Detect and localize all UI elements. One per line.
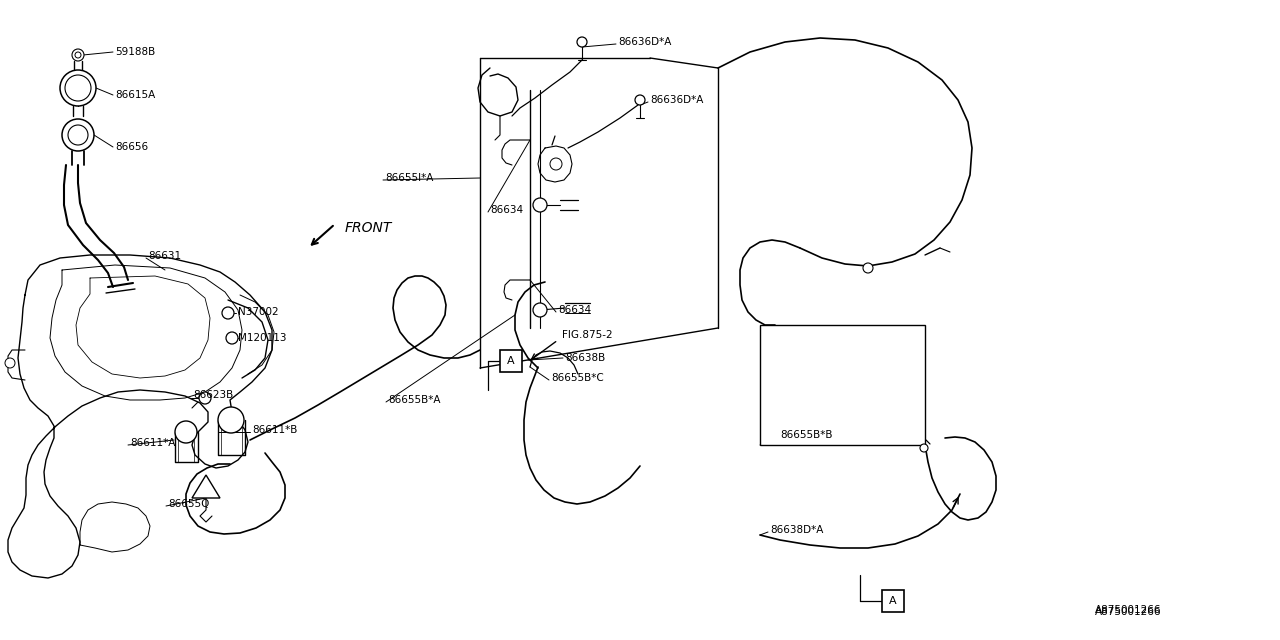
Circle shape	[65, 75, 91, 101]
Text: 86615A: 86615A	[115, 90, 155, 100]
Text: 86655B*C: 86655B*C	[550, 373, 604, 383]
Text: 86636D*A: 86636D*A	[650, 95, 704, 105]
Polygon shape	[192, 475, 220, 498]
Text: 86655B*A: 86655B*A	[388, 395, 440, 405]
Text: 86631: 86631	[148, 251, 182, 261]
Text: FIG.875-2: FIG.875-2	[562, 330, 613, 340]
Circle shape	[198, 392, 211, 404]
Circle shape	[227, 332, 238, 344]
Circle shape	[550, 158, 562, 170]
Text: 59188B: 59188B	[115, 47, 155, 57]
Bar	[500, 350, 522, 372]
Circle shape	[68, 125, 88, 145]
Text: 86638D*A: 86638D*A	[771, 525, 823, 535]
Text: N37002: N37002	[238, 307, 279, 317]
Circle shape	[60, 70, 96, 106]
Circle shape	[863, 263, 873, 273]
Text: 86655Q: 86655Q	[168, 499, 210, 509]
Text: FRONT: FRONT	[346, 221, 393, 235]
Circle shape	[635, 95, 645, 105]
Text: A: A	[890, 596, 897, 606]
Text: 86634: 86634	[490, 205, 524, 215]
Text: M120113: M120113	[238, 333, 287, 343]
Circle shape	[61, 119, 93, 151]
Circle shape	[532, 303, 547, 317]
Text: 86623B: 86623B	[193, 390, 233, 400]
Text: A: A	[507, 356, 515, 366]
Circle shape	[5, 358, 15, 368]
Circle shape	[221, 307, 234, 319]
Circle shape	[577, 37, 588, 47]
Circle shape	[920, 444, 928, 452]
Circle shape	[218, 407, 244, 433]
Circle shape	[72, 49, 84, 61]
Circle shape	[76, 52, 81, 58]
Circle shape	[532, 198, 547, 212]
Text: 86634: 86634	[558, 305, 591, 315]
Text: 86638B: 86638B	[564, 353, 605, 363]
Bar	[882, 590, 904, 612]
Text: A875001266: A875001266	[1094, 607, 1161, 617]
Text: 86636D*A: 86636D*A	[618, 37, 672, 47]
Text: 86611*A: 86611*A	[131, 438, 175, 448]
Text: A875001266: A875001266	[1094, 605, 1161, 615]
Bar	[760, 325, 925, 445]
Text: 86656: 86656	[115, 142, 148, 152]
Text: 86655B*B: 86655B*B	[780, 430, 832, 440]
Text: 86611*B: 86611*B	[252, 425, 297, 435]
Text: 86655I*A: 86655I*A	[385, 173, 434, 183]
Circle shape	[175, 421, 197, 443]
